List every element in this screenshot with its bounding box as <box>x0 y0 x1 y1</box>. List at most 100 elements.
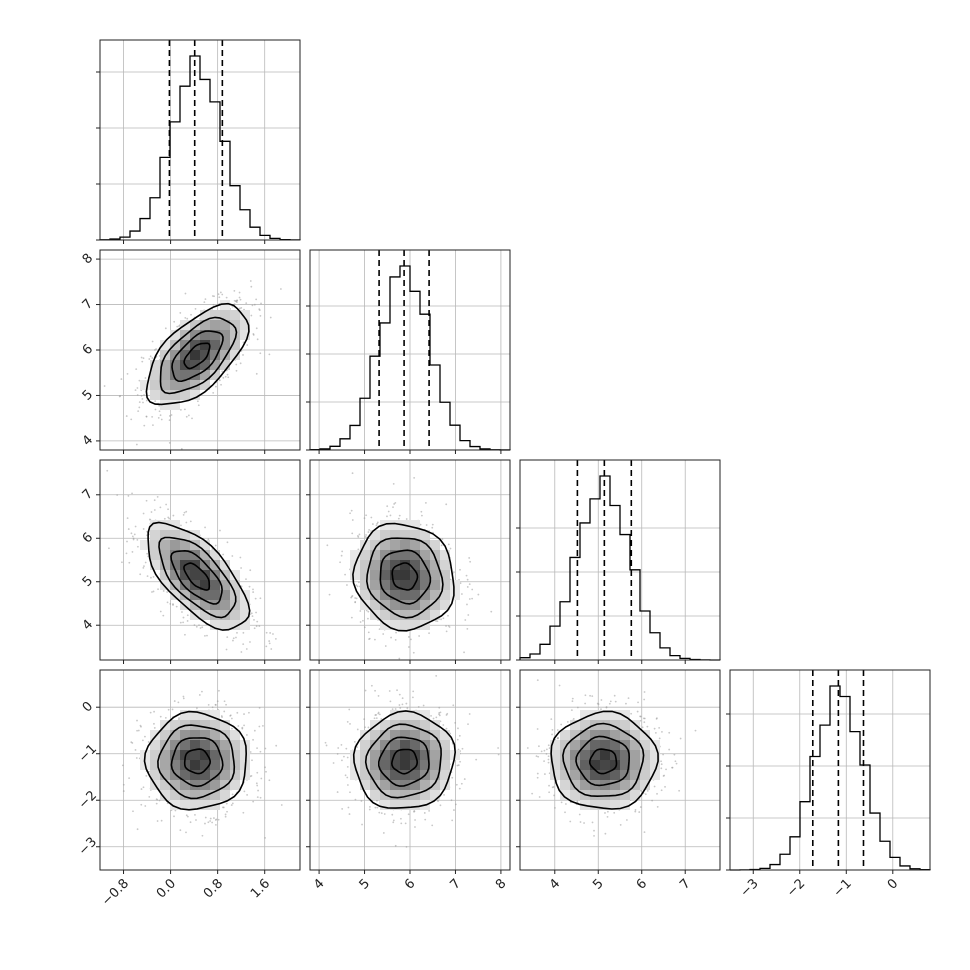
point <box>467 723 469 726</box>
point <box>182 513 185 516</box>
point <box>413 810 416 813</box>
point <box>374 689 376 692</box>
density-cell <box>210 340 220 350</box>
density-cell <box>230 760 240 770</box>
point <box>211 706 214 709</box>
density-cell <box>150 540 160 550</box>
point <box>157 588 159 591</box>
point <box>466 627 469 630</box>
ytick-label-2-1: 5 <box>80 574 96 590</box>
point <box>142 528 145 530</box>
point <box>217 293 220 296</box>
density-cell <box>400 570 410 580</box>
density-cell <box>170 330 180 340</box>
density-cell <box>220 760 230 770</box>
scatter-panel-2-1 <box>306 459 511 661</box>
point <box>464 619 467 621</box>
point <box>259 597 262 600</box>
point <box>400 822 403 825</box>
density-cell <box>350 550 360 560</box>
point <box>182 621 185 624</box>
point <box>341 808 344 810</box>
point <box>368 808 371 811</box>
ytick-label-1-1: 5 <box>80 387 96 403</box>
point <box>375 524 378 527</box>
point <box>388 690 391 692</box>
point <box>134 389 137 392</box>
point <box>159 506 162 509</box>
point <box>490 610 493 613</box>
density-cell <box>450 580 460 590</box>
density-cell <box>440 570 450 580</box>
point <box>242 643 245 645</box>
density-cell <box>200 720 210 730</box>
point <box>183 511 186 514</box>
density-cell <box>370 600 380 610</box>
point <box>255 611 257 614</box>
point <box>239 362 242 365</box>
density-cell <box>400 600 410 610</box>
point <box>355 597 358 600</box>
point <box>197 404 200 407</box>
density-cell <box>210 580 220 590</box>
point <box>211 821 214 824</box>
density-cell <box>220 740 230 750</box>
density-cell <box>240 600 250 610</box>
point <box>154 349 156 351</box>
point <box>158 404 161 407</box>
point <box>255 372 258 375</box>
point <box>134 525 137 528</box>
point <box>442 617 445 620</box>
point <box>226 373 229 376</box>
point <box>250 314 253 317</box>
density-cell <box>190 750 200 760</box>
density-cell <box>200 730 210 740</box>
point <box>410 638 412 641</box>
density-cell <box>200 800 210 810</box>
point <box>201 834 204 837</box>
point <box>268 642 271 645</box>
point <box>250 775 253 777</box>
density-cell <box>410 520 420 530</box>
density-cell <box>210 370 220 380</box>
point <box>220 715 223 717</box>
point <box>443 794 445 796</box>
point <box>358 581 360 584</box>
point <box>148 358 151 360</box>
point <box>186 815 189 818</box>
point <box>153 499 156 502</box>
density-cell <box>240 330 250 340</box>
point <box>245 578 247 581</box>
point <box>178 717 180 719</box>
density-cell <box>160 380 170 390</box>
point <box>231 802 234 805</box>
point <box>280 804 283 806</box>
point <box>422 704 425 707</box>
point <box>144 561 147 564</box>
density-cell <box>150 770 160 780</box>
point <box>343 755 345 758</box>
hist-panel-1 <box>306 249 511 451</box>
point <box>240 306 243 309</box>
point <box>184 317 187 319</box>
point <box>255 625 258 628</box>
point <box>108 547 110 550</box>
density-cell <box>190 350 200 360</box>
point <box>257 789 260 792</box>
density-cell <box>230 620 240 630</box>
point <box>346 766 349 768</box>
point <box>275 744 278 747</box>
point <box>226 636 229 639</box>
point <box>125 552 128 555</box>
density-cell <box>170 580 180 590</box>
density-cell <box>420 540 430 550</box>
density-cell <box>400 560 410 570</box>
hist-step-2 <box>519 475 721 661</box>
density-cell <box>180 590 190 600</box>
density-cell <box>220 620 230 630</box>
point <box>471 597 474 600</box>
point <box>199 627 202 629</box>
density-cell <box>400 610 410 620</box>
point <box>397 517 400 520</box>
point <box>245 648 248 650</box>
